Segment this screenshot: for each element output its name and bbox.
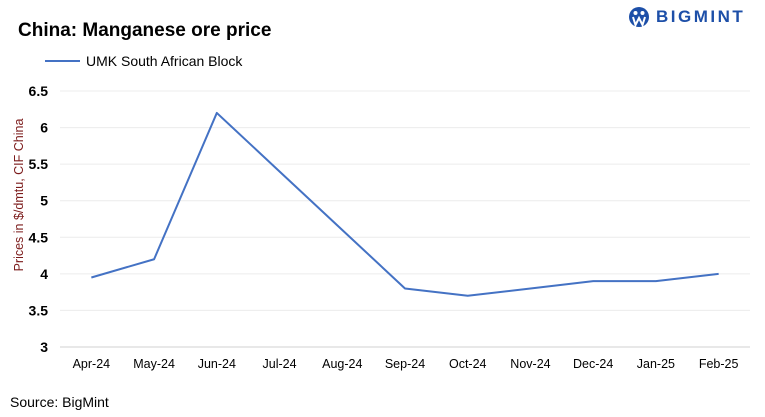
x-tick-label: Dec-24 [573,357,613,371]
x-tick-label: Nov-24 [510,357,550,371]
x-tick-label: Jan-25 [637,357,675,371]
x-tick-label: Aug-24 [322,357,362,371]
y-axis-label: Prices in $/dmtu, CIF China [12,119,26,272]
x-tick-label: Oct-24 [449,357,487,371]
y-tick-label: 6 [40,120,48,136]
y-tick-label: 4 [40,266,48,282]
legend: UMK South African Block [45,53,243,69]
y-tick-label: 3.5 [29,302,49,318]
y-tick-label: 6.5 [29,83,49,99]
x-tick-label: Feb-25 [699,357,739,371]
logo-text: BIGMINT [656,7,746,26]
legend-label: UMK South African Block [86,53,243,69]
x-tick-label: Jun-24 [198,357,236,371]
y-tick-label: 4.5 [29,229,49,245]
chart-title: China: Manganese ore price [18,20,272,41]
y-tick-label: 5 [40,193,48,209]
y-tick-label: 5.5 [29,156,49,172]
x-tick-label: May-24 [133,357,175,371]
x-tick-label: Jul-24 [263,357,297,371]
series-line [91,111,719,297]
x-tick-label: Apr-24 [73,357,111,371]
source-note: Source: BigMint [10,394,109,410]
bigmint-logo: BIGMINT [628,6,745,28]
logo-icon [629,7,649,28]
x-tick-label: Sep-24 [385,357,425,371]
y-tick-label: 3 [40,339,48,355]
